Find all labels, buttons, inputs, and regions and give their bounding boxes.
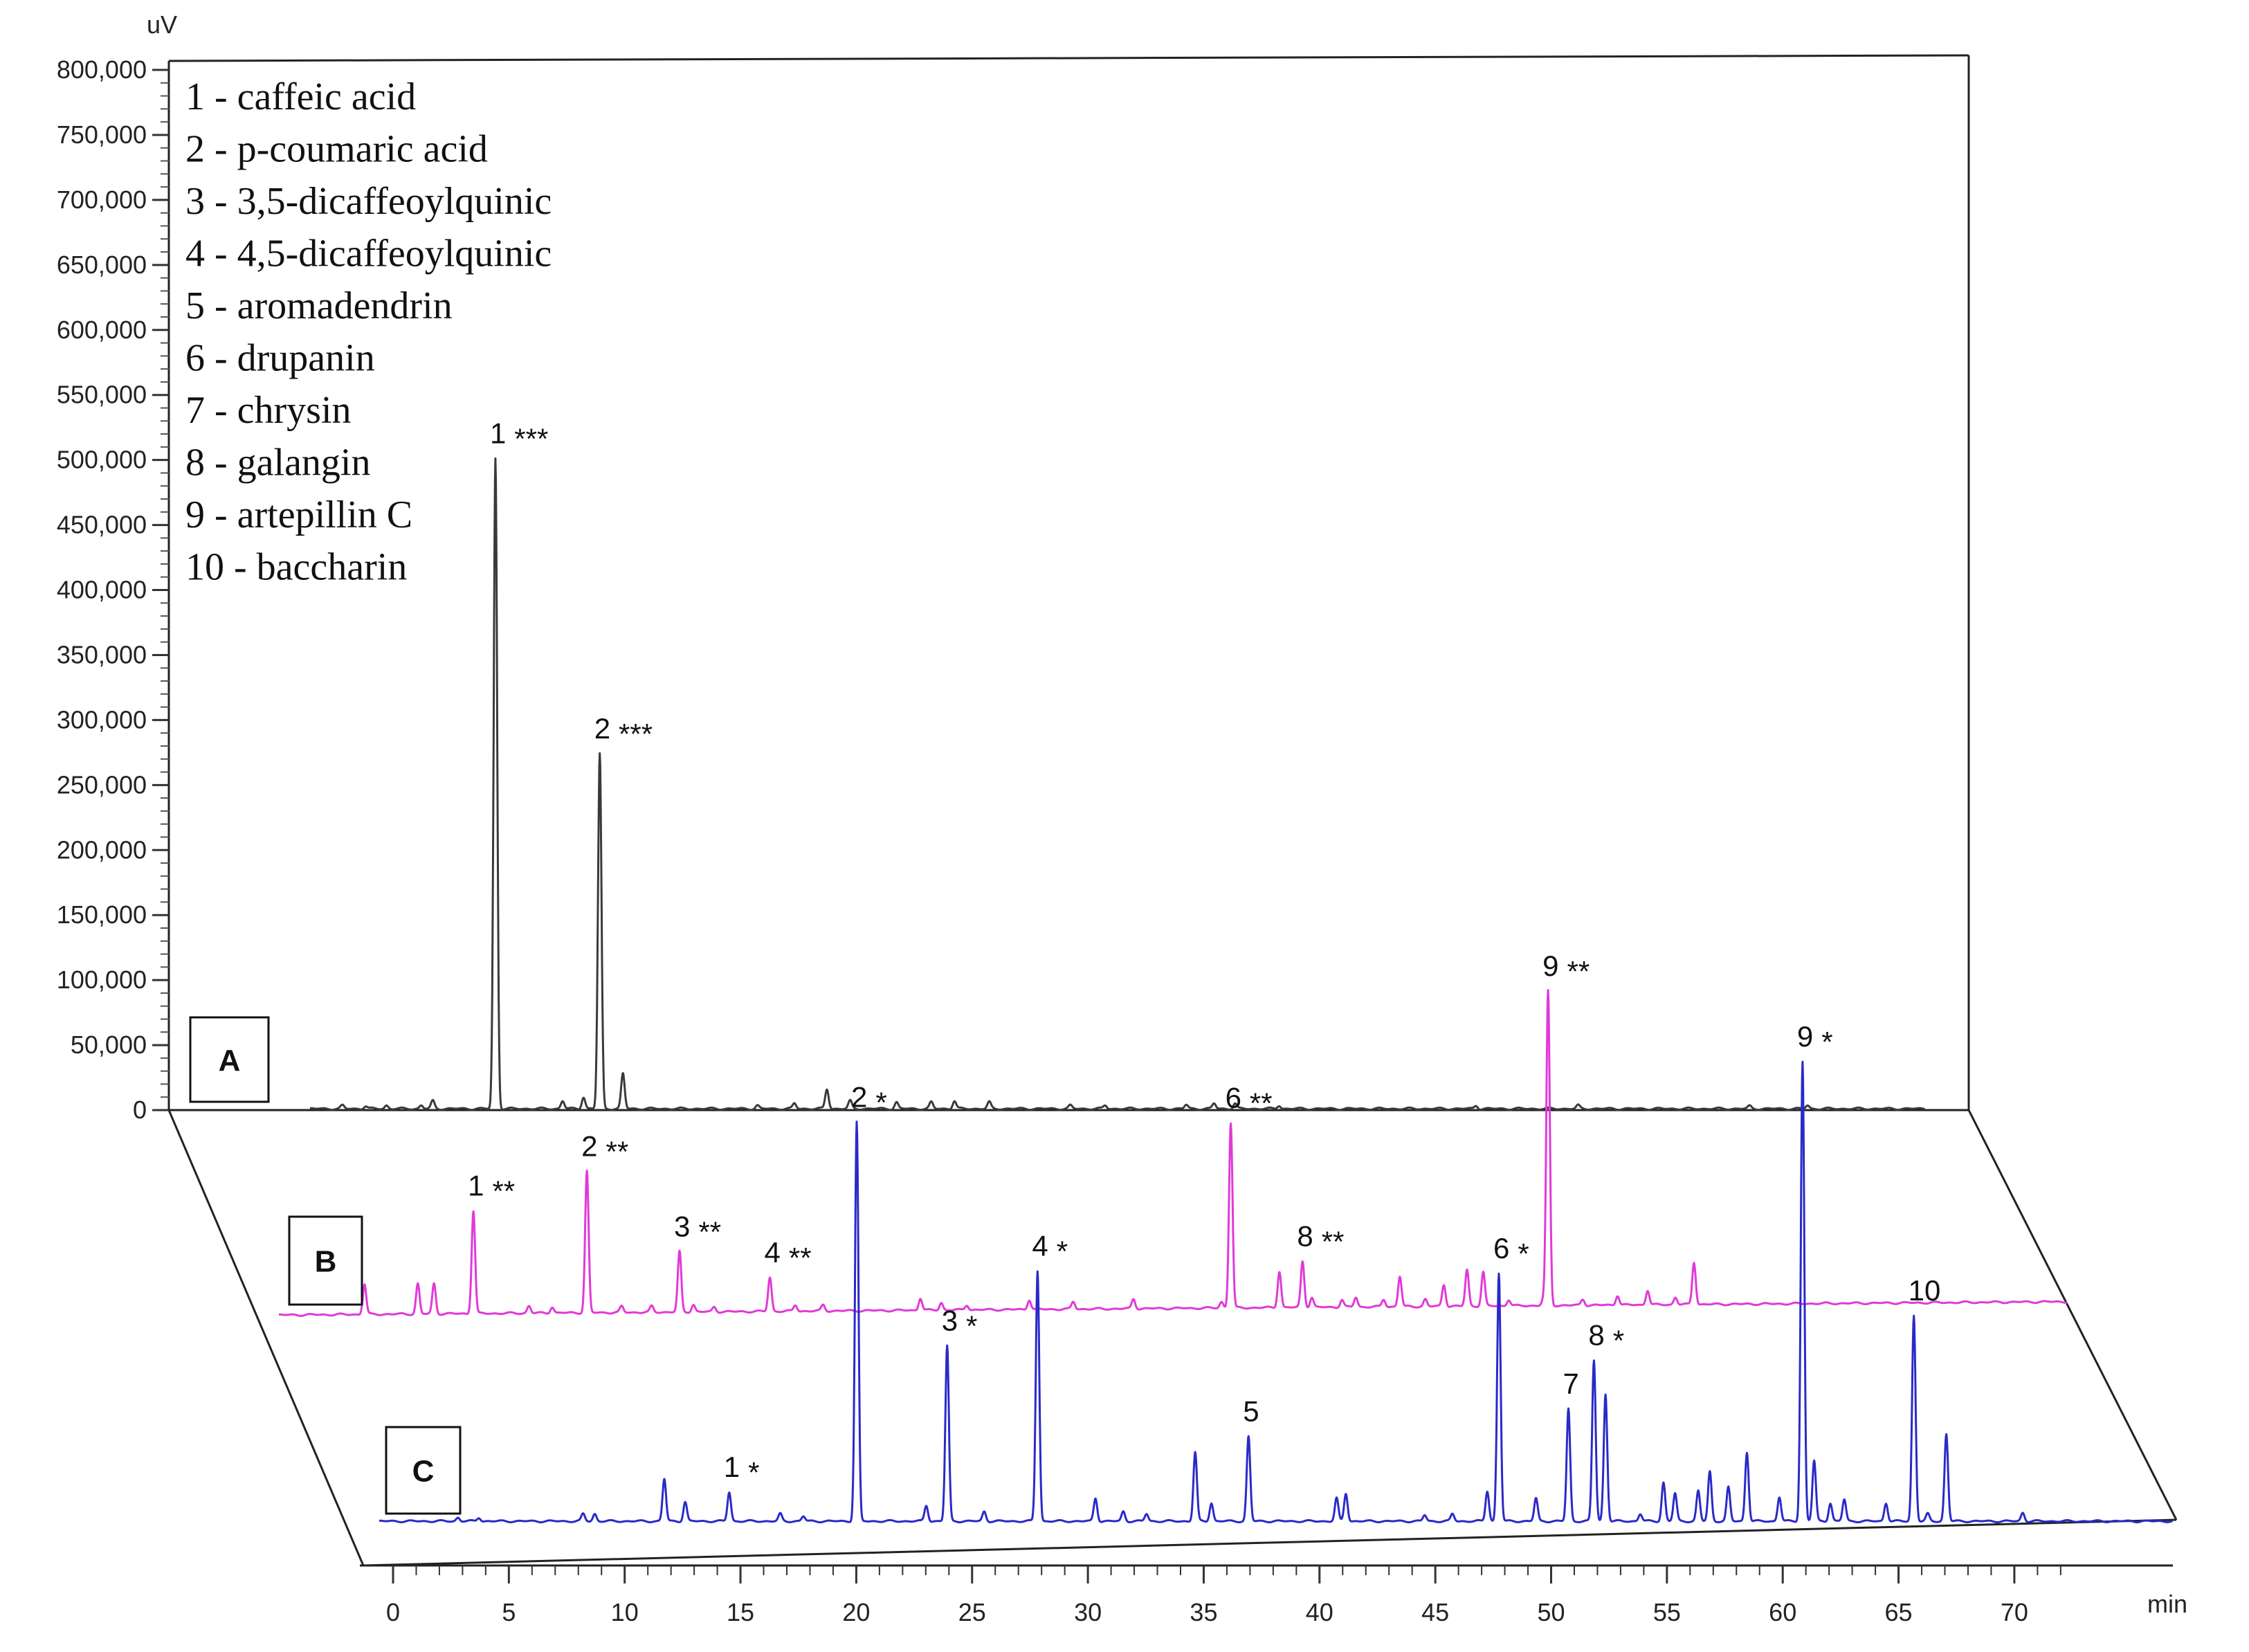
frame-edge-5 (1967, 1109, 2178, 1521)
legend-entry: 5 - aromadendrin (185, 284, 453, 327)
panel-C-label: C (412, 1455, 435, 1489)
y-tick-label: 50,000 (71, 1031, 147, 1059)
panel-A-label: A (219, 1044, 241, 1078)
series-B-trace (278, 989, 2068, 1317)
x-tick-label: 35 (1190, 1598, 1217, 1626)
x-tick-label: 70 (2001, 1598, 2028, 1626)
y-tick-label: 400,000 (57, 576, 147, 604)
legend-entry: 7 - chrysin (185, 389, 352, 432)
series-A-peak-label: 1 *** (490, 417, 548, 455)
y-tick-label: 700,000 (57, 185, 147, 214)
x-tick-label: 65 (1885, 1598, 1913, 1626)
frame-edge-6 (363, 1518, 2177, 1567)
series-C-peak-label: 1 * (724, 1451, 760, 1489)
panel-A-box (189, 1016, 270, 1103)
y-tick-label: 450,000 (57, 511, 147, 539)
legend-entry: 8 - galangin (185, 442, 370, 484)
y-tick-label: 150,000 (57, 900, 147, 929)
x-tick-label: 5 (502, 1598, 516, 1626)
y-tick-label: 650,000 (57, 251, 147, 279)
x-tick-label: 50 (1537, 1598, 1565, 1626)
legend-entry: 10 - baccharin (185, 546, 407, 589)
y-tick-label: 500,000 (57, 446, 147, 474)
series-C-peak-label: 2 * (851, 1080, 887, 1118)
x-tick-label: 40 (1306, 1598, 1333, 1626)
series-C-peak-label: 5 (1243, 1395, 1259, 1428)
y-tick-label: 750,000 (57, 120, 147, 149)
series-A-peak-label: 2 *** (594, 712, 653, 750)
x-axis-unit: min (2147, 1590, 2187, 1618)
legend-entry: 1 - caffeic acid (185, 75, 416, 118)
y-tick-label: 300,000 (57, 705, 147, 734)
series-C-peak-label: 8 * (1588, 1319, 1624, 1357)
y-tick-label: 100,000 (57, 965, 147, 994)
panel-B-box (288, 1215, 363, 1306)
panel-C-box (385, 1426, 462, 1515)
x-tick-label: 55 (1653, 1598, 1681, 1626)
y-axis-unit: uV (147, 10, 177, 39)
y-tick-label: 550,000 (57, 381, 147, 409)
series-B-peak-label: 6 ** (1226, 1081, 1273, 1119)
legend-entry: 6 - drupanin (185, 337, 375, 380)
x-tick-label: 20 (842, 1598, 870, 1626)
series-C-peak-label: 3 * (942, 1305, 978, 1343)
series-C-peak-label: 9 * (1797, 1020, 1833, 1058)
frame-edge-4 (167, 1109, 365, 1566)
series-B-peak-label: 1 ** (468, 1169, 515, 1207)
legend-entry: 3 - 3,5-dicaffeoylquinic (185, 180, 552, 223)
frame-edge-1 (168, 54, 1969, 62)
series-B-peak-label: 4 ** (765, 1236, 812, 1274)
series-B-peak-label: 9 ** (1542, 950, 1590, 988)
series-B-peak-label: 2 ** (581, 1129, 628, 1168)
x-tick-label: 25 (958, 1598, 986, 1626)
y-tick-label: 0 (133, 1096, 147, 1124)
x-tick-label: 10 (611, 1598, 639, 1626)
x-tick-label: 45 (1421, 1598, 1449, 1626)
y-tick-label: 250,000 (57, 770, 147, 799)
series-B-peak-label: 8 ** (1297, 1220, 1344, 1258)
legend-entry: 4 - 4,5-dicaffeoylquinic (185, 233, 552, 275)
series-C-trace (379, 1060, 2174, 1524)
y-tick-label: 800,000 (57, 55, 147, 84)
x-tick-label: 30 (1074, 1598, 1102, 1626)
y-tick-label: 600,000 (57, 316, 147, 344)
series-C-peak-label: 4 * (1032, 1229, 1068, 1267)
legend-entry: 2 - p-coumaric acid (185, 128, 488, 171)
series-B-peak-label: 3 ** (674, 1210, 721, 1248)
series-C-peak-label: 6 * (1493, 1232, 1529, 1270)
x-tick-label: 60 (1769, 1598, 1796, 1626)
x-tick-label: 15 (727, 1598, 754, 1626)
y-tick-label: 200,000 (57, 835, 147, 864)
series-A-trace (309, 457, 1926, 1111)
y-tick-label: 350,000 (57, 640, 147, 669)
x-tick-label: 0 (386, 1598, 400, 1626)
panel-B-label: B (315, 1245, 337, 1279)
series-C-peak-label: 7 (1563, 1368, 1579, 1400)
series-C-peak-label: 10 (1909, 1274, 1941, 1307)
legend-entry: 9 - artepillin C (185, 493, 412, 536)
